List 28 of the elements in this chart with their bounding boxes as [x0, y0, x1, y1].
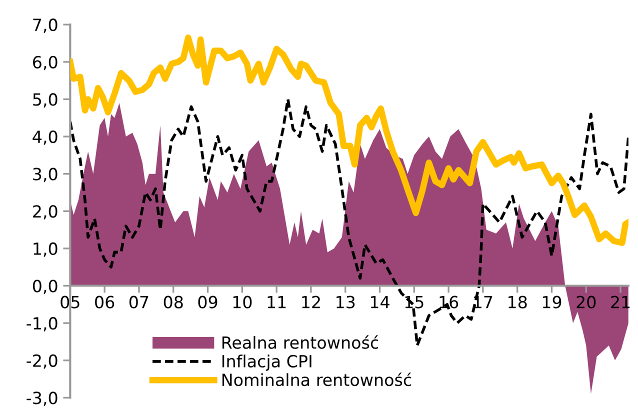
y-tick-label: 3,0: [33, 168, 58, 182]
x-tick-label: 06: [95, 296, 114, 308]
x-tick-label: 14: [370, 296, 390, 308]
legend-label: Inflacja CPI: [222, 354, 312, 371]
y-tick-label: 4,0: [32, 130, 58, 145]
x-tick-label: 07: [129, 296, 148, 308]
x-tick-label: 12: [302, 296, 320, 308]
x-tick-label: 05: [60, 296, 80, 308]
y-tick-label: -2,0: [26, 354, 58, 369]
y-tick-label: 5,0: [33, 93, 58, 108]
x-tick-label: 13: [336, 296, 355, 308]
legend-label: Nominalna rentowność: [222, 372, 412, 386]
x-tick-label: 18: [508, 296, 527, 308]
x-tick-label: 09: [198, 296, 218, 308]
y-tick-label: 7,0: [33, 18, 58, 33]
y-tick-label: 1,0: [34, 242, 58, 257]
x-tick-label: 08: [164, 296, 183, 308]
y-tick-label: 0,0: [32, 280, 58, 294]
y-tick-label: -3,0: [26, 392, 58, 406]
x-tick-label: 20: [576, 296, 596, 308]
x-tick-label: 10: [233, 296, 252, 308]
x-tick-label: 19: [542, 296, 562, 308]
x-tick-label: 11: [268, 296, 286, 308]
x-tick-label: 16: [440, 296, 458, 308]
y-tick-label: -1,0: [26, 317, 58, 332]
y-tick-label: 2,0: [33, 205, 58, 220]
legend-label: Realna rentowność: [222, 335, 378, 349]
y-tick-label: 6,0: [33, 56, 58, 70]
